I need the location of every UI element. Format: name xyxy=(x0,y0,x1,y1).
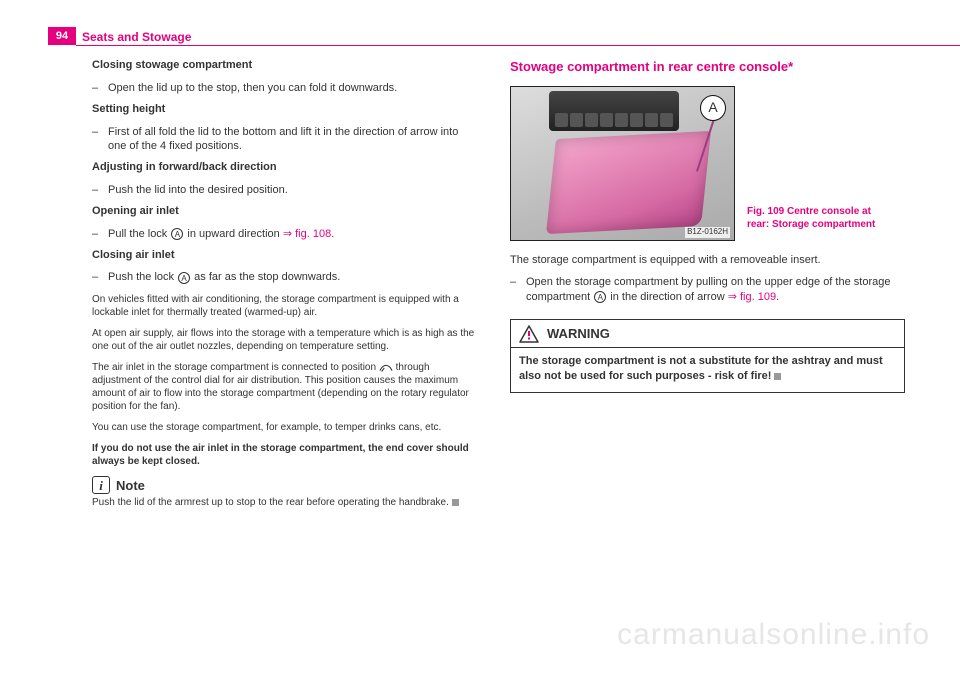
step-close-air: – Push the lock A as far as the stop dow… xyxy=(92,270,477,285)
right-step-1: – Open the storage compartment by pullin… xyxy=(510,275,905,305)
header-section-title: Seats and Stowage xyxy=(82,29,191,45)
para-3: The air inlet in the storage compartment… xyxy=(92,361,477,413)
heading-setting-height: Setting height xyxy=(92,102,477,117)
step-text: First of all fold the lid to the bottom … xyxy=(108,125,477,155)
warning-heading: WARNING xyxy=(511,320,904,348)
watermark: carmanualsonline.info xyxy=(617,615,930,656)
dash-bullet: – xyxy=(92,270,108,285)
page-header: 94 Seats and Stowage xyxy=(0,28,960,46)
step-adjust-fb: – Push the lid into the desired position… xyxy=(92,183,477,198)
figure-compartment xyxy=(546,130,711,233)
note-label: Note xyxy=(116,477,145,495)
page-number: 94 xyxy=(48,27,76,45)
warning-box: WARNING The storage compartment is not a… xyxy=(510,319,905,393)
dash-bullet: – xyxy=(92,183,108,198)
heading-adjust-fb: Adjusting in forward/back direction xyxy=(92,160,477,175)
para-2: At open air supply, air flows into the s… xyxy=(92,327,477,353)
step-text: Open the storage compartment by pulling … xyxy=(526,275,905,305)
heading-closing-stowage: Closing stowage compartment xyxy=(92,58,477,73)
step-setting-height: – First of all fold the lid to the botto… xyxy=(92,125,477,155)
end-marker xyxy=(774,373,781,380)
dash-bullet: – xyxy=(92,227,108,242)
note-body: Push the lid of the armrest up to stop t… xyxy=(92,497,449,508)
end-marker xyxy=(452,499,459,506)
note-text: Push the lid of the armrest up to stop t… xyxy=(92,496,477,509)
step-text: Push the lid into the desired position. xyxy=(108,183,288,198)
info-icon: i xyxy=(92,476,110,494)
warning-label: WARNING xyxy=(547,325,610,343)
fig-ref: ⇒ fig. 109 xyxy=(728,291,776,303)
callout-a-icon: A xyxy=(178,272,190,284)
figure-panel xyxy=(549,91,679,131)
callout-a-icon: A xyxy=(171,228,183,240)
warning-text: The storage compartment is not a substit… xyxy=(511,348,904,392)
step-text: Push the lock A as far as the stop downw… xyxy=(108,270,340,285)
step-text: Pull the lock A in upward direction ⇒ fi… xyxy=(108,227,334,242)
right-para-1: The storage compartment is equipped with… xyxy=(510,253,905,268)
step-text: Open the lid up to the stop, then you ca… xyxy=(108,81,397,96)
text-b: in the direction of arrow xyxy=(607,291,727,303)
warning-icon xyxy=(519,325,539,343)
right-column: Stowage compartment in rear centre conso… xyxy=(510,58,905,393)
heading-open-air: Opening air inlet xyxy=(92,204,477,219)
figure-panel-buttons xyxy=(555,113,673,127)
figure-code: B1Z-0162H xyxy=(685,227,730,238)
text-b: in upward direction xyxy=(184,228,282,240)
figure-row: A B1Z-0162H Fig. 109 Centre console at r… xyxy=(510,86,905,241)
fig-ref: ⇒ fig. 108 xyxy=(283,228,331,240)
dash-bullet: – xyxy=(510,275,526,305)
left-column: Closing stowage compartment – Open the l… xyxy=(92,58,477,509)
dash-bullet: – xyxy=(92,81,108,96)
text-b: as far as the stop downwards. xyxy=(191,271,340,283)
header-rule xyxy=(76,45,960,46)
para-4: You can use the storage compartment, for… xyxy=(92,421,477,434)
para-5: If you do not use the air inlet in the s… xyxy=(92,442,477,468)
step-close-stowage: – Open the lid up to the stop, then you … xyxy=(92,81,477,96)
para-1: On vehicles fitted with air conditioning… xyxy=(92,293,477,319)
p3a: The air inlet in the storage compartment… xyxy=(92,362,379,373)
step-open-air: – Pull the lock A in upward direction ⇒ … xyxy=(92,227,477,242)
figure-caption: Fig. 109 Centre console at rear: Storage… xyxy=(747,205,887,231)
dashboard-icon xyxy=(379,363,393,373)
callout-a-icon: A xyxy=(594,291,606,303)
warning-body: The storage compartment is not a substit… xyxy=(519,355,883,382)
figure-109: A B1Z-0162H xyxy=(510,86,735,241)
text-a: Pull the lock xyxy=(108,228,170,240)
heading-close-air: Closing air inlet xyxy=(92,248,477,263)
dash-bullet: – xyxy=(92,125,108,155)
section-title: Stowage compartment in rear centre conso… xyxy=(510,58,905,76)
note-heading: i Note xyxy=(92,476,477,494)
text-a: Push the lock xyxy=(108,271,177,283)
figure-callout-a: A xyxy=(700,95,726,121)
